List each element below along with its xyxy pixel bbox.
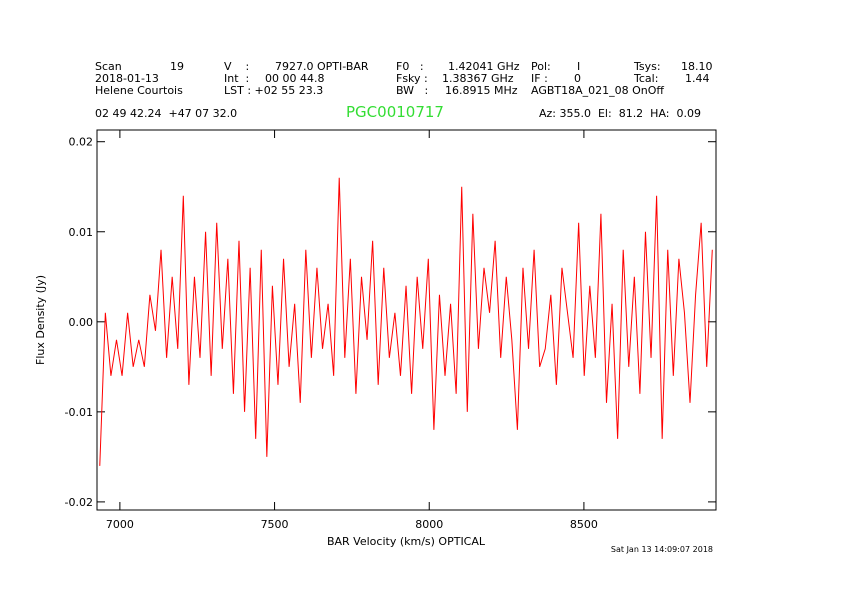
header-text: F0 : <box>396 60 424 73</box>
header-text: BW : <box>396 84 428 97</box>
plot-frame <box>96 129 717 511</box>
header-text: 16.8915 MHz <box>445 84 518 97</box>
header-text: Pol: <box>531 60 551 73</box>
header-text: Az: 355.0 El: 81.2 HA: 0.09 <box>539 107 701 120</box>
timestamp: Sat Jan 13 14:09:07 2018 <box>611 545 713 554</box>
header-text: Tsys: <box>633 60 661 73</box>
header-text: V : <box>224 60 249 73</box>
header-text: 19 <box>170 60 184 73</box>
chart-title: PGC0010717 <box>346 103 444 121</box>
header-text: 1.42041 GHz <box>448 60 520 73</box>
x-tick-label: 8500 <box>570 518 598 531</box>
header: Scan 19 V : 7927.0 OPTI-BAR F0 : 1.42041… <box>95 60 713 120</box>
y-tick-label: -0.01 <box>65 406 93 419</box>
y-tick-label: -0.02 <box>65 496 93 509</box>
header-text: 2018-01-13 <box>95 72 159 85</box>
y-tick-label: 0.00 <box>69 316 94 329</box>
header-text: Fsky : <box>396 72 428 85</box>
header-text: 02 49 42.24 +47 07 32.0 <box>95 107 237 120</box>
header-text: Scan <box>95 60 122 73</box>
header-text: Helene Courtois <box>95 84 183 97</box>
y-tick-label: 0.02 <box>69 136 94 149</box>
x-tick-label: 7000 <box>106 518 134 531</box>
header-text: I <box>577 60 580 73</box>
header-text: LST : +02 55 23.3 <box>224 84 323 97</box>
header-text: 1.38367 GHz <box>442 72 514 85</box>
header-text: Tcal: <box>633 72 658 85</box>
spectrum-line <box>99 177 713 466</box>
header-text: Int : <box>224 72 249 85</box>
y-tick-label: 0.01 <box>69 226 94 239</box>
header-text: 0 <box>574 72 581 85</box>
header-text: 1.44 <box>685 72 710 85</box>
y-axis-label: Flux Density (Jy) <box>34 275 47 365</box>
header-text: 00 00 44.8 <box>265 72 324 85</box>
x-tick-label: 8000 <box>415 518 443 531</box>
x-tick-label: 7500 <box>261 518 289 531</box>
header-text: IF : <box>531 72 548 85</box>
x-axis-label: BAR Velocity (km/s) OPTICAL <box>327 535 486 548</box>
header-text: AGBT18A_021_08 OnOff <box>531 84 664 97</box>
header-text: 7927.0 OPTI-BAR <box>275 60 369 73</box>
header-text: 18.10 <box>681 60 713 73</box>
